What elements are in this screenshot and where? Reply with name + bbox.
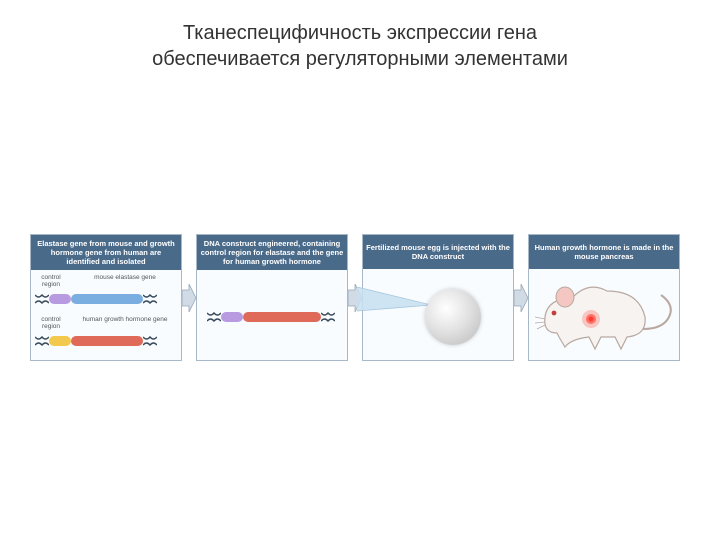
panel-3: Fertilized mouse egg is injected with th…: [362, 234, 514, 361]
arrow-1: [182, 234, 196, 361]
panel-1-body: control region mouse elastase gene contr…: [31, 270, 181, 360]
slide-title: Тканеспецифичность экспрессии гена обесп…: [0, 20, 720, 72]
panel-1: Elastase gene from mouse and growth horm…: [30, 234, 182, 361]
row2-ctrl-label: control region: [35, 316, 67, 330]
panel-1-row1-labels: control region mouse elastase gene: [35, 274, 177, 288]
panel-1-row2-labels: control region human growth hormone gene: [35, 316, 177, 330]
row1-gene-label: mouse elastase gene: [67, 274, 177, 288]
panel-4: Human growth hormone is made in the mous…: [528, 234, 680, 361]
row2-gene-graphic: [35, 332, 177, 350]
diagram-row: Elastase gene from mouse and growth horm…: [30, 234, 680, 361]
row1-ctrl-label: control region: [35, 274, 67, 288]
panel-3-header: Fertilized mouse egg is injected with th…: [363, 235, 513, 269]
panel-3-body: [363, 269, 513, 360]
panel-2-body: [197, 270, 347, 360]
panel-4-header: Human growth hormone is made in the mous…: [529, 235, 679, 269]
row2-gene-label: human growth hormone gene: [67, 316, 177, 330]
arrow-3: [514, 234, 528, 361]
egg-icon: [425, 289, 481, 345]
panel-2-header: DNA construct engineered, containing con…: [197, 235, 347, 270]
title-line-2: обеспечивается регуляторными элементами: [152, 48, 568, 70]
panel-2: DNA construct engineered, containing con…: [196, 234, 348, 361]
row1-gene-graphic: [35, 290, 177, 308]
mouse-icon: [535, 277, 675, 355]
panel-1-header: Elastase gene from mouse and growth horm…: [31, 235, 181, 270]
panel-4-body: [529, 269, 679, 360]
title-line-1: Тканеспецифичность экспрессии гена: [183, 22, 537, 44]
